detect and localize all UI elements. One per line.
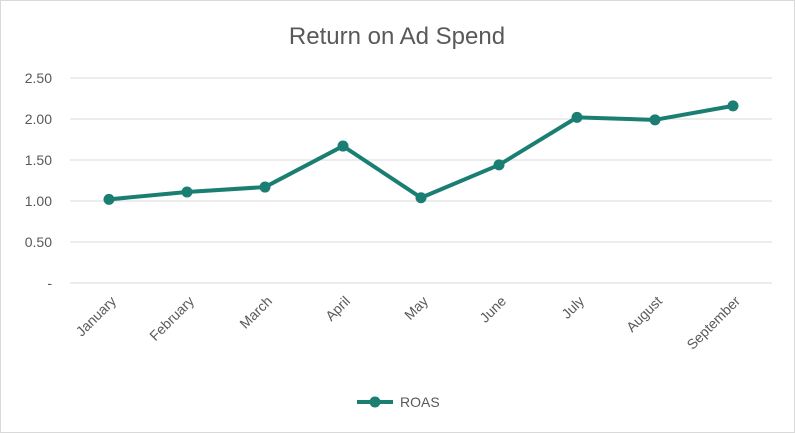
legend-marker-dot (369, 396, 381, 408)
data-point (103, 193, 115, 205)
x-axis-ticks: January February March April May June July Augu… (73, 293, 744, 353)
x-tick-label: June (476, 293, 509, 326)
x-tick-label: January (73, 293, 120, 340)
data-point (493, 159, 505, 171)
data-point (337, 140, 349, 152)
data-point (571, 111, 583, 123)
gridlines (70, 77, 772, 284)
y-tick-label: 1.00 (25, 193, 52, 209)
data-point (649, 114, 661, 126)
data-point (259, 181, 271, 193)
y-axis-ticks: - 0.50 1.00 1.50 2.00 2.50 (25, 70, 53, 291)
data-point (181, 186, 193, 198)
series-roas (103, 100, 739, 205)
y-tick-label: 2.00 (25, 111, 52, 127)
x-tick-label: May (401, 293, 431, 323)
x-tick-label: March (236, 293, 275, 332)
data-point (727, 100, 739, 112)
data-point (415, 192, 427, 204)
chart-title: Return on Ad Spend (289, 23, 505, 50)
legend: ROAS (357, 394, 440, 410)
x-tick-label: February (146, 293, 197, 344)
y-tick-label: - (47, 275, 52, 291)
x-tick-label: September (683, 293, 743, 353)
x-tick-label: August (623, 293, 665, 335)
x-tick-label: July (558, 293, 587, 322)
y-tick-label: 1.50 (25, 152, 52, 168)
y-tick-label: 0.50 (25, 234, 52, 250)
legend-label-roas: ROAS (400, 394, 440, 410)
y-tick-label: 2.50 (25, 70, 52, 86)
x-tick-label: April (322, 293, 353, 324)
series-line-roas (107, 103, 735, 202)
